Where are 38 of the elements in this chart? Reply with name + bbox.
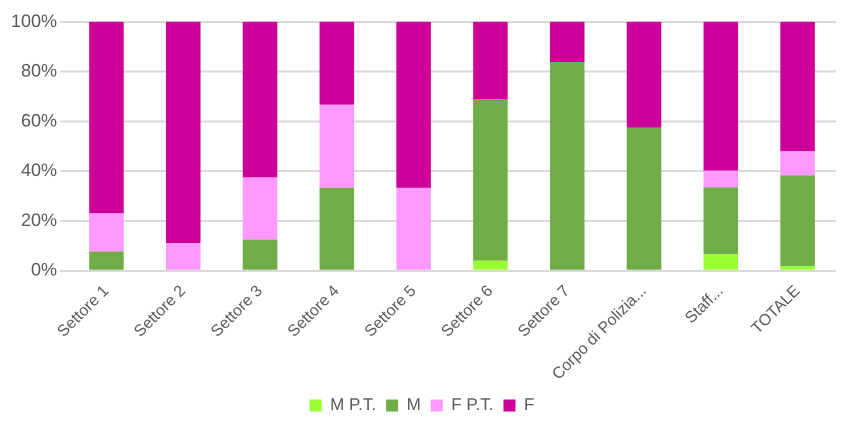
bar	[166, 243, 201, 270]
bar	[780, 175, 815, 266]
bar	[704, 187, 738, 254]
bar	[550, 62, 584, 270]
bar	[626, 128, 662, 270]
bar	[320, 104, 354, 188]
bar	[89, 22, 124, 214]
bar	[242, 22, 278, 178]
bar	[166, 22, 201, 244]
bar	[704, 22, 738, 171]
bar	[780, 151, 815, 176]
bar	[473, 98, 508, 261]
bar	[550, 22, 584, 62]
bar	[320, 22, 354, 105]
bar	[89, 213, 124, 252]
bar	[396, 188, 431, 270]
bar	[704, 254, 738, 270]
bar	[626, 22, 662, 128]
y-tick-label: 0%	[31, 260, 58, 280]
y-tick-label: 20%	[21, 210, 58, 230]
bar	[320, 188, 354, 270]
bar	[242, 177, 278, 240]
bar	[780, 266, 815, 270]
legend-label: F P.T.	[451, 395, 494, 414]
y-tick-label: 80%	[21, 60, 58, 81]
legend-label: M P.T.	[330, 395, 376, 414]
legend-label: M	[406, 395, 421, 414]
bar	[89, 252, 124, 270]
bar	[473, 22, 508, 99]
bar	[242, 240, 278, 270]
bar	[780, 22, 815, 152]
y-tick-label: 100%	[10, 10, 58, 31]
y-tick-label: 60%	[21, 110, 58, 130]
bar	[473, 260, 508, 270]
bar	[704, 170, 738, 188]
bar	[396, 22, 431, 188]
y-tick-label: 40%	[21, 160, 58, 180]
legend-label: F	[524, 395, 534, 414]
